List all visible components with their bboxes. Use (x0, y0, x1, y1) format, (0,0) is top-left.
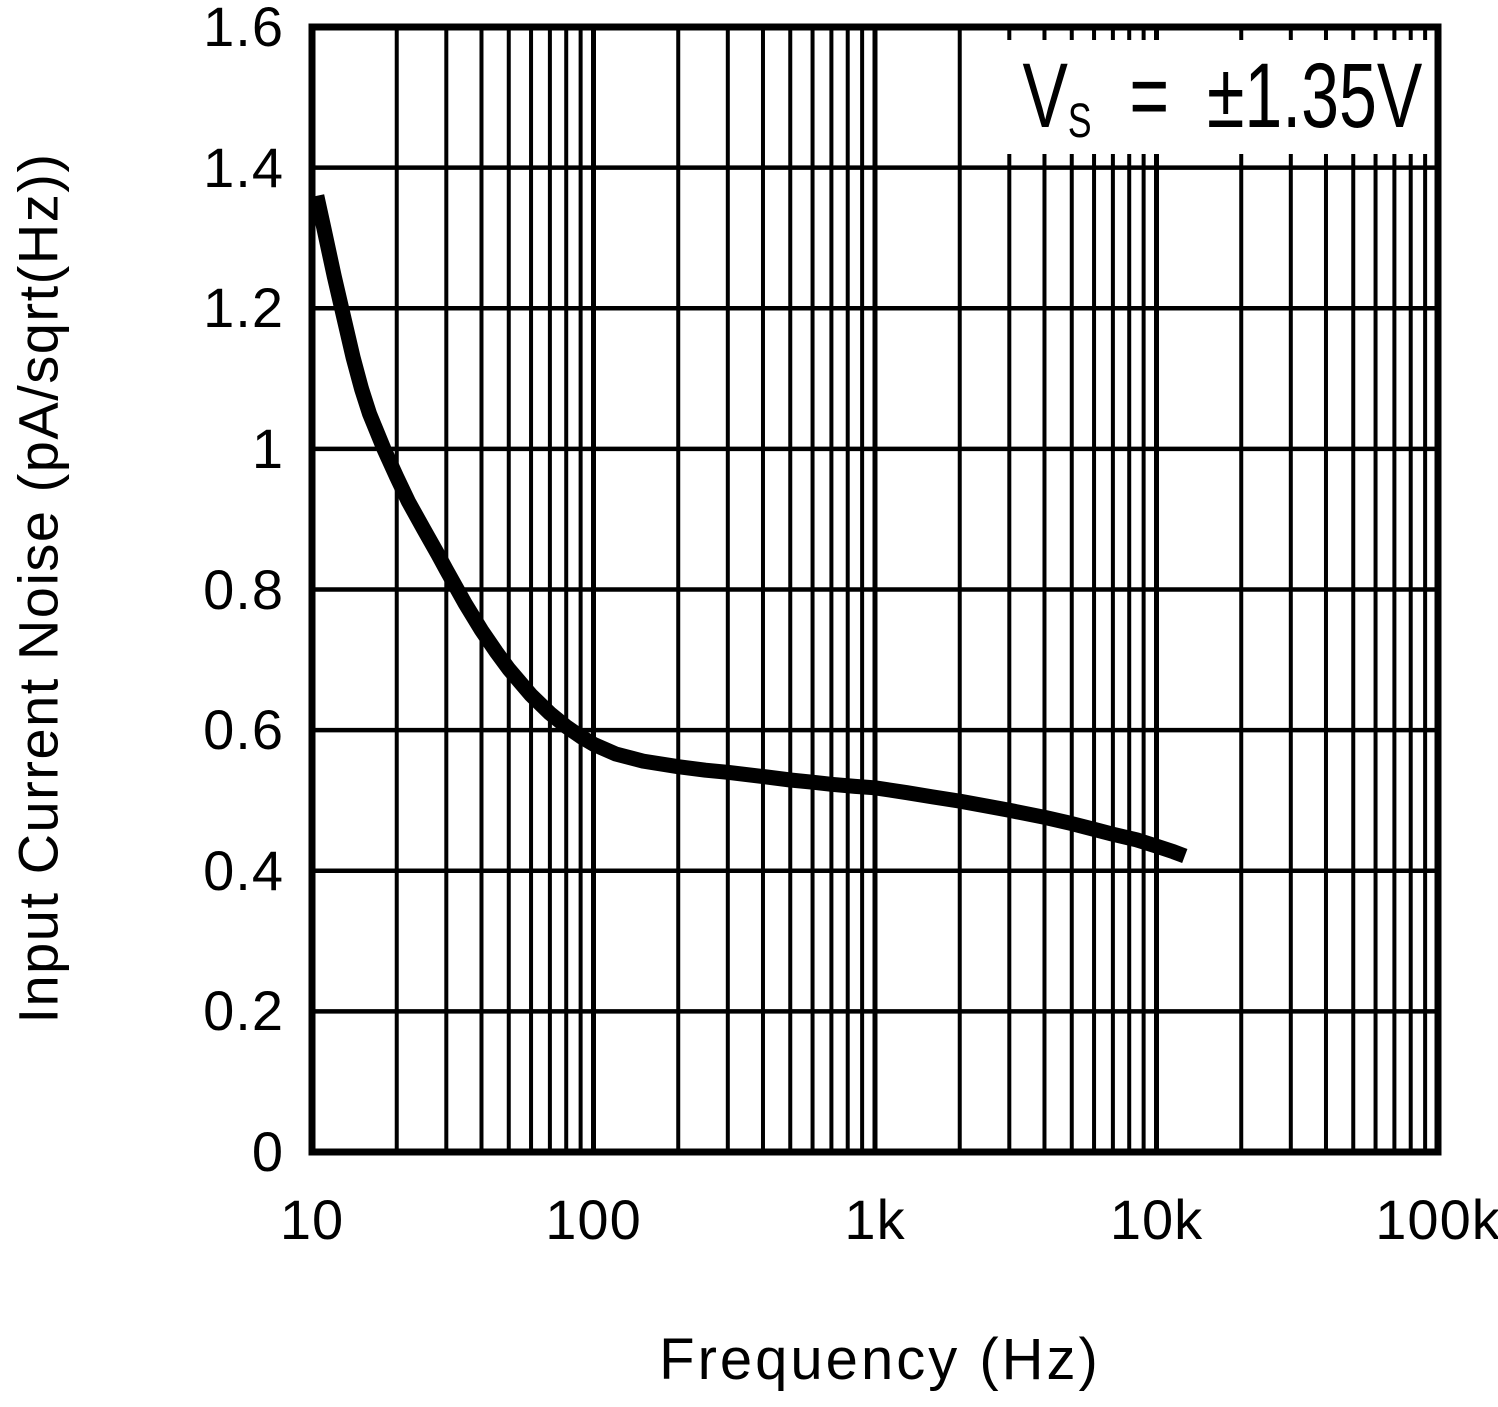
y-tick-label: 1.2 (203, 276, 284, 340)
y-axis-title: Input Current Noise (pA/sqrt(Hz)) (6, 152, 70, 1024)
legend-mask (983, 40, 1433, 154)
y-tick-label: 0.4 (203, 838, 284, 902)
legend-variable: V (1022, 45, 1068, 147)
y-tick-label: 1.4 (203, 135, 284, 199)
legend-subscript: S (1067, 95, 1092, 148)
x-tick-label: 100 (545, 1188, 642, 1251)
y-tick-label: 1.6 (203, 0, 284, 58)
y-tick-label: 0.8 (203, 557, 284, 621)
x-tick-label: 10 (279, 1188, 345, 1251)
plot-frame (308, 23, 1442, 1156)
x-tick-label: 100k (1375, 1188, 1498, 1251)
y-tick-label: 0.2 (203, 979, 284, 1043)
legend-annotation: VS = ±1.35V (1022, 36, 1422, 156)
y-tick-label: 0 (251, 1120, 284, 1183)
x-tick-label: 10k (1109, 1188, 1204, 1251)
legend-value: = ±1.35V (1091, 45, 1422, 147)
x-axis-title: Frequency (Hz) (659, 1327, 1101, 1392)
x-tick-label: 1k (844, 1188, 906, 1251)
y-tick-label: 0.6 (203, 698, 284, 762)
noise-curve (309, 194, 1188, 864)
y-tick-label: 1 (251, 416, 284, 480)
